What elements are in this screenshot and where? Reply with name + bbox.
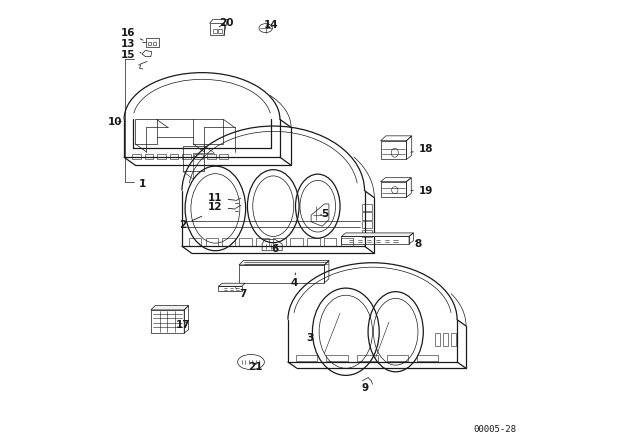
Bar [209, 23, 224, 35]
Bar [220, 154, 228, 159]
Bar [307, 238, 319, 246]
Bar [290, 238, 303, 246]
Text: 15: 15 [120, 50, 140, 65]
Bar [435, 333, 440, 346]
Text: 19: 19 [411, 185, 433, 196]
Bar [356, 355, 378, 361]
Bar [195, 154, 204, 159]
Text: 21: 21 [248, 362, 262, 372]
Bar [273, 238, 285, 246]
Bar [443, 333, 448, 346]
Bar [451, 333, 456, 346]
Text: 17: 17 [175, 320, 190, 330]
Text: 10: 10 [108, 116, 122, 127]
Bar [387, 355, 408, 361]
Text: 1: 1 [139, 179, 147, 189]
Bar [296, 355, 317, 361]
Text: 8: 8 [414, 239, 422, 249]
Polygon shape [341, 233, 413, 237]
Bar [182, 154, 191, 159]
Polygon shape [151, 306, 189, 310]
Bar [207, 154, 216, 159]
Text: 9: 9 [362, 383, 369, 393]
Text: 16: 16 [120, 28, 143, 40]
Bar [362, 212, 372, 220]
Bar [257, 238, 269, 246]
Bar [381, 141, 406, 159]
Bar [148, 43, 151, 45]
Text: 4: 4 [291, 273, 298, 288]
Text: 11: 11 [208, 193, 235, 203]
Polygon shape [239, 260, 329, 265]
Bar [145, 154, 154, 159]
Text: 6: 6 [272, 244, 279, 254]
Bar [135, 119, 157, 144]
Bar [326, 355, 348, 361]
Bar [362, 203, 372, 211]
Bar [341, 238, 353, 246]
Bar [132, 154, 141, 159]
Bar [152, 43, 156, 45]
Text: 14: 14 [264, 20, 278, 30]
Bar [239, 238, 252, 246]
Bar [193, 119, 223, 144]
Text: 7: 7 [236, 288, 247, 299]
Bar [183, 146, 204, 172]
Bar [213, 29, 217, 33]
Text: 3: 3 [307, 332, 314, 343]
Bar [151, 310, 184, 333]
Bar [417, 355, 438, 361]
Text: 20: 20 [219, 18, 234, 28]
Bar [189, 238, 201, 246]
Bar [157, 154, 166, 159]
Text: 2: 2 [179, 216, 202, 230]
Text: 13: 13 [120, 39, 141, 53]
Bar [223, 238, 235, 246]
Bar [324, 238, 337, 246]
Bar [205, 238, 218, 246]
Polygon shape [218, 283, 245, 286]
Bar [147, 38, 159, 47]
Text: 18: 18 [411, 144, 433, 154]
Text: 12: 12 [208, 202, 235, 212]
Text: 5: 5 [320, 209, 328, 219]
Bar [362, 221, 372, 228]
Bar [218, 29, 222, 33]
Bar [362, 230, 372, 237]
Text: 00005-28: 00005-28 [474, 425, 516, 434]
Bar [170, 154, 179, 159]
Bar [381, 182, 406, 197]
